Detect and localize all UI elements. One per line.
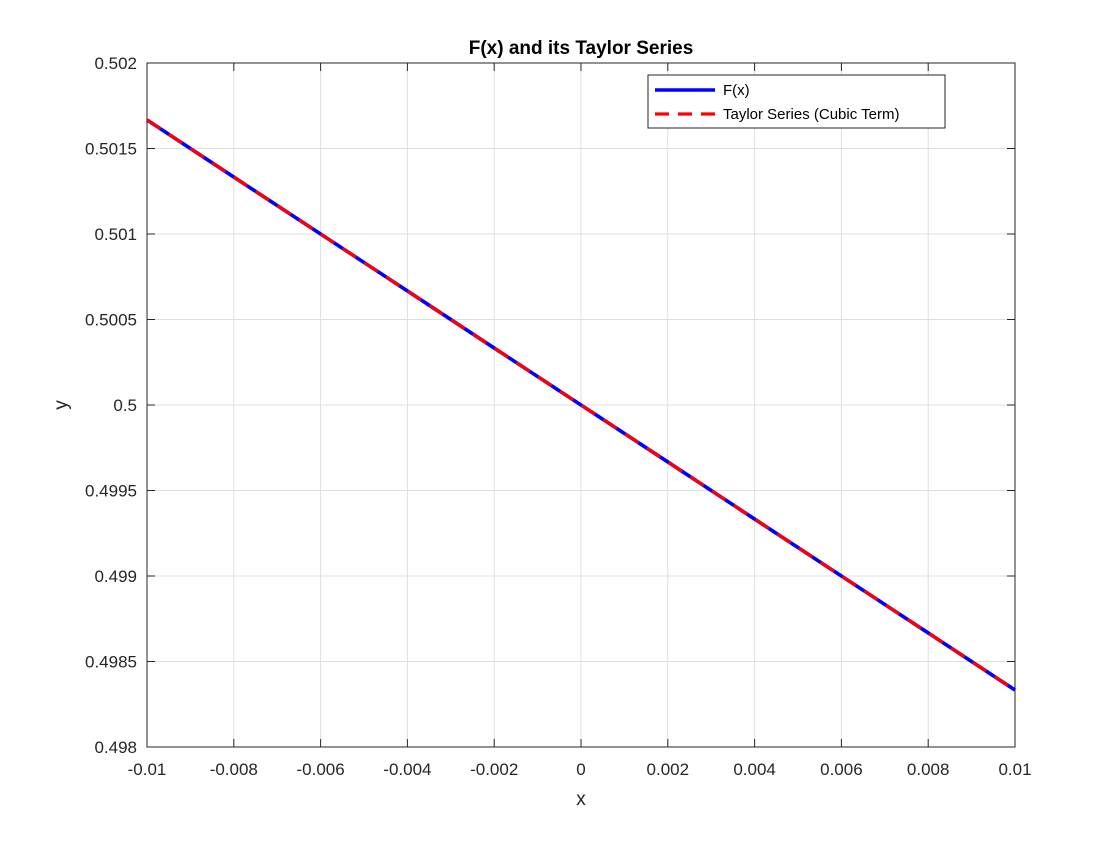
- x-tick-label: -0.006: [296, 760, 344, 779]
- y-tick-label: 0.501: [94, 225, 137, 244]
- x-tick-label: -0.004: [383, 760, 431, 779]
- legend-box: [647, 74, 946, 129]
- y-axis-label: y: [51, 400, 72, 410]
- y-tick-label: 0.499: [94, 567, 137, 586]
- x-tick-label: 0.006: [820, 760, 863, 779]
- legend-label-fx: F(x): [723, 82, 750, 99]
- x-axis-label: x: [576, 789, 586, 810]
- x-tick-label: 0.01: [998, 760, 1031, 779]
- y-tick-label: 0.5015: [85, 140, 137, 159]
- x-tick-label: -0.008: [210, 760, 258, 779]
- legend-label-taylor: Taylor Series (Cubic Term): [723, 106, 899, 123]
- x-tick-label: -0.01: [128, 760, 167, 779]
- y-tick-label: 0.5005: [85, 311, 137, 330]
- x-tick-label: -0.002: [470, 760, 518, 779]
- series-layer: [146, 118, 1016, 692]
- legend: F(x) Taylor Series (Cubic Term): [647, 74, 946, 129]
- chart-title: F(x) and its Taylor Series: [469, 38, 694, 59]
- y-tick-label: 0.5: [113, 396, 137, 415]
- y-tick-label: 0.498: [94, 738, 137, 757]
- x-tick-label: 0.008: [907, 760, 950, 779]
- series-line-taylor: [146, 118, 1016, 692]
- x-tick-label: 0.004: [733, 760, 776, 779]
- tick-layer: -0.01 -0.008 -0.006 -0.004 -0.002 0 0.002 0.004…: [85, 54, 1032, 779]
- x-tick-label: 0.002: [647, 760, 690, 779]
- x-tick-label: 0: [576, 760, 585, 779]
- y-tick-label: 0.4995: [85, 482, 137, 501]
- y-tick-label: 0.4985: [85, 653, 137, 672]
- y-tick-label: 0.502: [94, 54, 137, 73]
